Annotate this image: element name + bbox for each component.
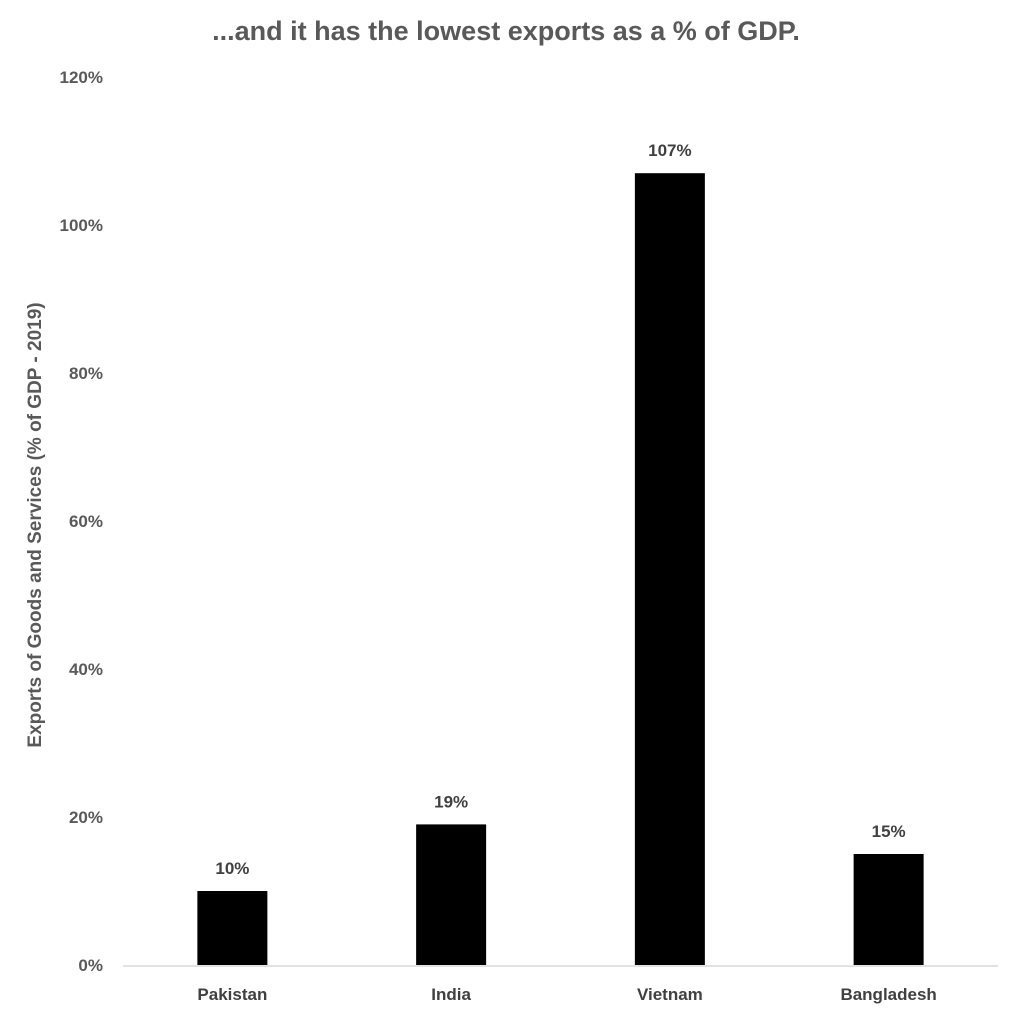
bar xyxy=(853,854,924,965)
bar xyxy=(416,824,487,965)
bar xyxy=(634,173,705,965)
x-axis-labels: Pakistan India Vietnam Bangladesh xyxy=(197,985,936,1004)
data-label: 10% xyxy=(215,859,249,878)
y-tick-label: 20% xyxy=(69,808,103,827)
bars-group xyxy=(197,173,924,965)
data-label: 19% xyxy=(434,792,468,811)
data-label: 107% xyxy=(648,141,691,160)
y-axis-ticks: 0% 20% 40% 60% 80% 100% 120% xyxy=(60,68,103,975)
x-tick-label: Pakistan xyxy=(197,985,267,1004)
data-labels-group: 10% 19% 107% 15% xyxy=(215,141,905,878)
x-tick-label: Bangladesh xyxy=(840,985,936,1004)
chart-title: ...and it has the lowest exports as a % … xyxy=(212,16,800,46)
y-tick-label: 120% xyxy=(60,68,103,87)
bar xyxy=(197,891,268,965)
x-tick-label: Vietnam xyxy=(637,985,703,1004)
y-tick-label: 0% xyxy=(78,956,103,975)
y-tick-label: 100% xyxy=(60,216,103,235)
y-tick-label: 40% xyxy=(69,660,103,679)
y-tick-label: 60% xyxy=(69,512,103,531)
y-tick-label: 80% xyxy=(69,364,103,383)
data-label: 15% xyxy=(872,822,906,841)
x-tick-label: India xyxy=(431,985,471,1004)
y-axis-label: Exports of Goods and Services (% of GDP … xyxy=(25,302,46,747)
